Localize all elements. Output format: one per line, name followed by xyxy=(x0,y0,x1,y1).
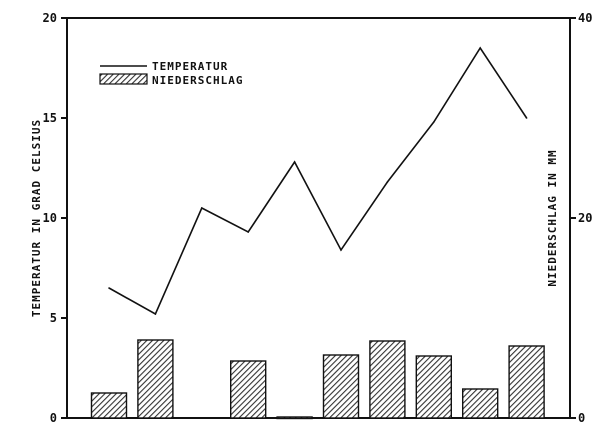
temperature-point xyxy=(108,287,110,289)
legend-bar-swatch xyxy=(99,73,148,85)
y-left-tick-label: 20 xyxy=(43,11,57,25)
precipitation-bars xyxy=(90,339,545,420)
y-right-tick-label: 0 xyxy=(578,411,585,425)
temperature-point xyxy=(340,249,342,251)
y-right-tick-label: 20 xyxy=(578,211,592,225)
y-axis-right-ticks: 0 20 40 xyxy=(570,11,592,425)
temperature-point xyxy=(433,121,435,123)
y-axis-left-ticks: 0 5 10 15 20 xyxy=(43,11,67,425)
temperature-point xyxy=(525,117,528,119)
precipitation-bar xyxy=(369,340,406,419)
legend-label-niederschlag: NIEDERSCHLAG xyxy=(152,74,243,87)
temperature-point xyxy=(293,161,296,163)
precipitation-bar xyxy=(229,360,267,419)
temperature-point xyxy=(201,207,203,209)
precipitation-bar xyxy=(137,339,174,419)
legend-label-temperatur: TEMPERATUR xyxy=(152,60,228,73)
y-left-tick-label: 5 xyxy=(50,311,57,325)
y-left-tick-label: 0 xyxy=(50,411,57,425)
precipitation-bar xyxy=(276,416,313,420)
temperature-point xyxy=(386,181,389,183)
temperature-line xyxy=(108,46,528,316)
precipitation-bar xyxy=(462,388,499,419)
y-axis-left-title: TEMPERATUR IN GRAD CELSIUS xyxy=(30,119,43,317)
temperature-point xyxy=(479,47,482,49)
y-axis-right-title: NIEDERSCHLAG IN MM xyxy=(546,149,559,286)
temperature-point xyxy=(247,231,249,233)
precipitation-bar xyxy=(415,355,452,419)
precipitation-bar xyxy=(322,354,360,419)
temperature-point xyxy=(154,313,157,315)
y-left-tick-label: 15 xyxy=(43,111,57,125)
legend: TEMPERATUR NIEDERSCHLAG xyxy=(99,60,243,87)
y-right-tick-label: 40 xyxy=(578,11,592,25)
precipitation-bar xyxy=(90,392,128,419)
precipitation-bar xyxy=(508,345,545,419)
temperature-line-layer xyxy=(108,46,528,316)
y-left-tick-label: 10 xyxy=(43,211,57,225)
